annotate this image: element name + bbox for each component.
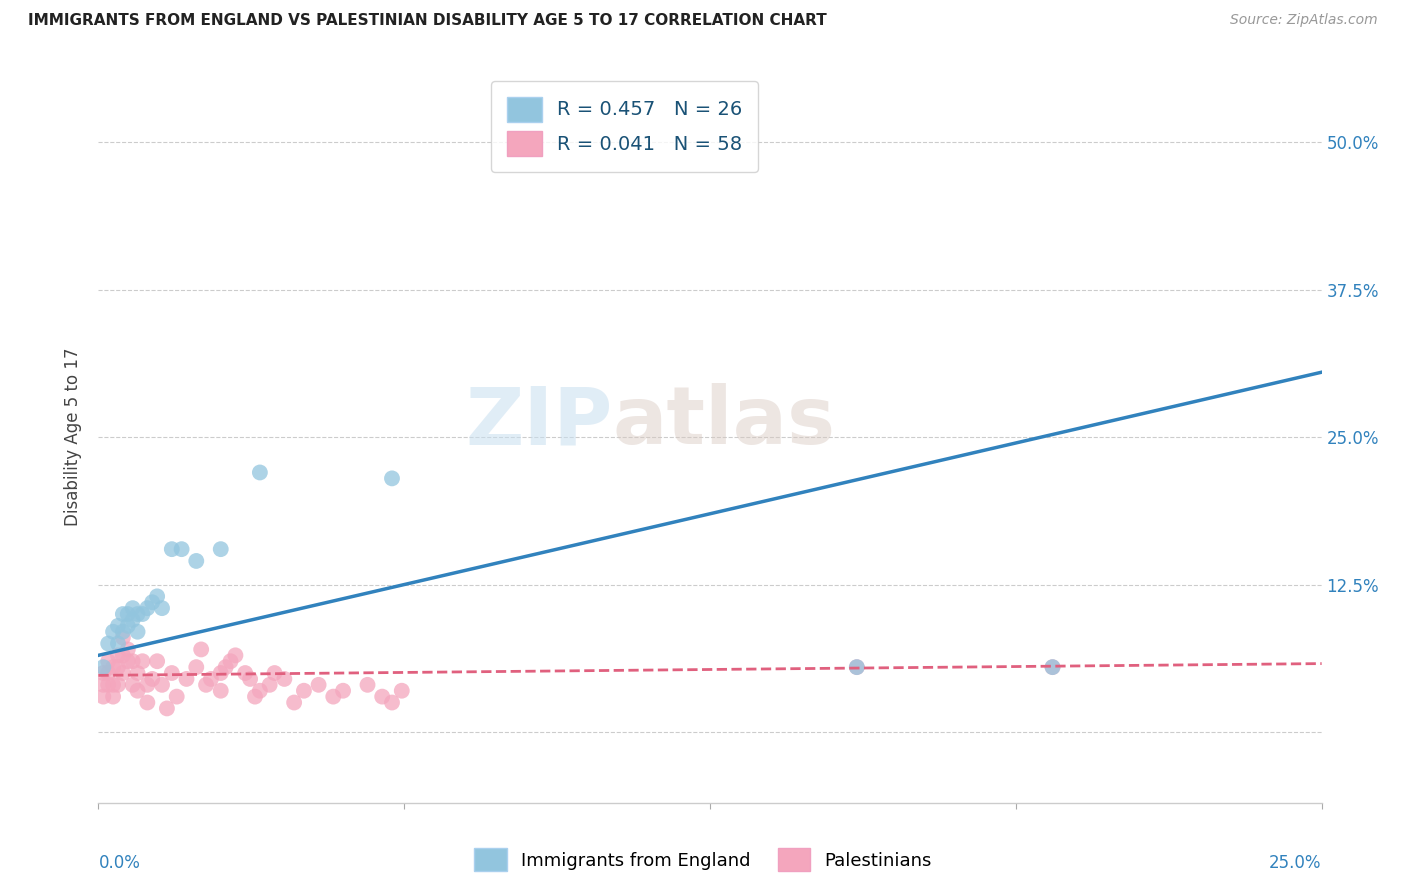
Point (97, 654, 120, 668)
Point (101, 678, 124, 692)
Point (146, 654, 169, 668)
Point (111, 624, 134, 639)
Point (97, 678, 120, 692)
Point (292, 683, 315, 698)
Point (160, 666, 183, 681)
Point (91, 666, 114, 681)
Point (111, 607, 134, 621)
Point (107, 636, 129, 650)
Legend: R = 0.457   N = 26, R = 0.041   N = 58: R = 0.457 N = 26, R = 0.041 N = 58 (491, 81, 758, 172)
Point (107, 660, 129, 674)
Point (107, 648, 129, 663)
Point (263, 666, 285, 681)
Point (141, 595, 163, 609)
Point (136, 696, 159, 710)
Point (121, 613, 143, 627)
Point (150, 601, 173, 615)
Point (186, 660, 208, 674)
Point (1042, 660, 1064, 674)
Point (101, 624, 124, 639)
Point (233, 666, 256, 681)
Point (121, 654, 143, 668)
Point (141, 672, 163, 686)
Point (371, 690, 394, 704)
Point (91, 678, 114, 692)
Point (176, 672, 198, 686)
Point (170, 542, 193, 557)
Point (107, 678, 129, 692)
Point (214, 660, 236, 674)
Point (308, 678, 330, 692)
Text: IMMIGRANTS FROM ENGLAND VS PALESTINIAN DISABILITY AGE 5 TO 17 CORRELATION CHART: IMMIGRANTS FROM ENGLAND VS PALESTINIAN D… (28, 13, 827, 29)
Point (91, 660, 114, 674)
Point (219, 654, 242, 668)
Point (156, 701, 179, 715)
Point (131, 654, 153, 668)
Point (117, 607, 139, 621)
Point (209, 666, 232, 681)
Point (127, 666, 149, 681)
Point (381, 471, 404, 485)
Point (845, 660, 868, 674)
Point (101, 690, 124, 704)
Point (150, 678, 173, 692)
Y-axis label: Disability Age 5 to 17: Disability Age 5 to 17 (65, 348, 83, 526)
Point (111, 666, 134, 681)
Point (121, 678, 143, 692)
Point (127, 624, 149, 639)
Text: 25.0%: 25.0% (1270, 854, 1322, 872)
Point (166, 690, 188, 704)
Point (101, 660, 124, 674)
Point (249, 466, 271, 480)
Point (381, 696, 404, 710)
Point (391, 683, 413, 698)
Point (200, 672, 222, 686)
Text: ZIP: ZIP (465, 384, 612, 461)
Point (97, 636, 120, 650)
Point (283, 696, 305, 710)
Point (97, 666, 120, 681)
Point (259, 678, 281, 692)
Point (117, 654, 139, 668)
Point (131, 607, 153, 621)
Point (190, 642, 212, 657)
Text: 0.0%: 0.0% (98, 854, 141, 872)
Point (127, 607, 149, 621)
Point (136, 601, 159, 615)
Point (146, 590, 169, 604)
Text: Source: ZipAtlas.com: Source: ZipAtlas.com (1230, 13, 1378, 28)
Point (224, 648, 246, 663)
Point (239, 672, 262, 686)
Point (111, 648, 134, 663)
Point (136, 678, 159, 692)
Point (111, 631, 134, 645)
Text: atlas: atlas (612, 384, 835, 461)
Point (322, 690, 344, 704)
Point (117, 619, 139, 633)
Point (1042, 660, 1064, 674)
Point (186, 554, 208, 568)
Point (243, 690, 266, 704)
Point (195, 678, 218, 692)
Legend: Immigrants from England, Palestinians: Immigrants from England, Palestinians (467, 841, 939, 879)
Point (160, 542, 183, 557)
Point (332, 683, 354, 698)
Point (209, 683, 232, 698)
Point (127, 683, 149, 698)
Point (91, 690, 114, 704)
Point (121, 601, 143, 615)
Point (117, 642, 139, 657)
Point (273, 672, 295, 686)
Point (249, 683, 271, 698)
Point (209, 542, 232, 557)
Point (356, 678, 378, 692)
Point (845, 660, 868, 674)
Point (107, 619, 129, 633)
